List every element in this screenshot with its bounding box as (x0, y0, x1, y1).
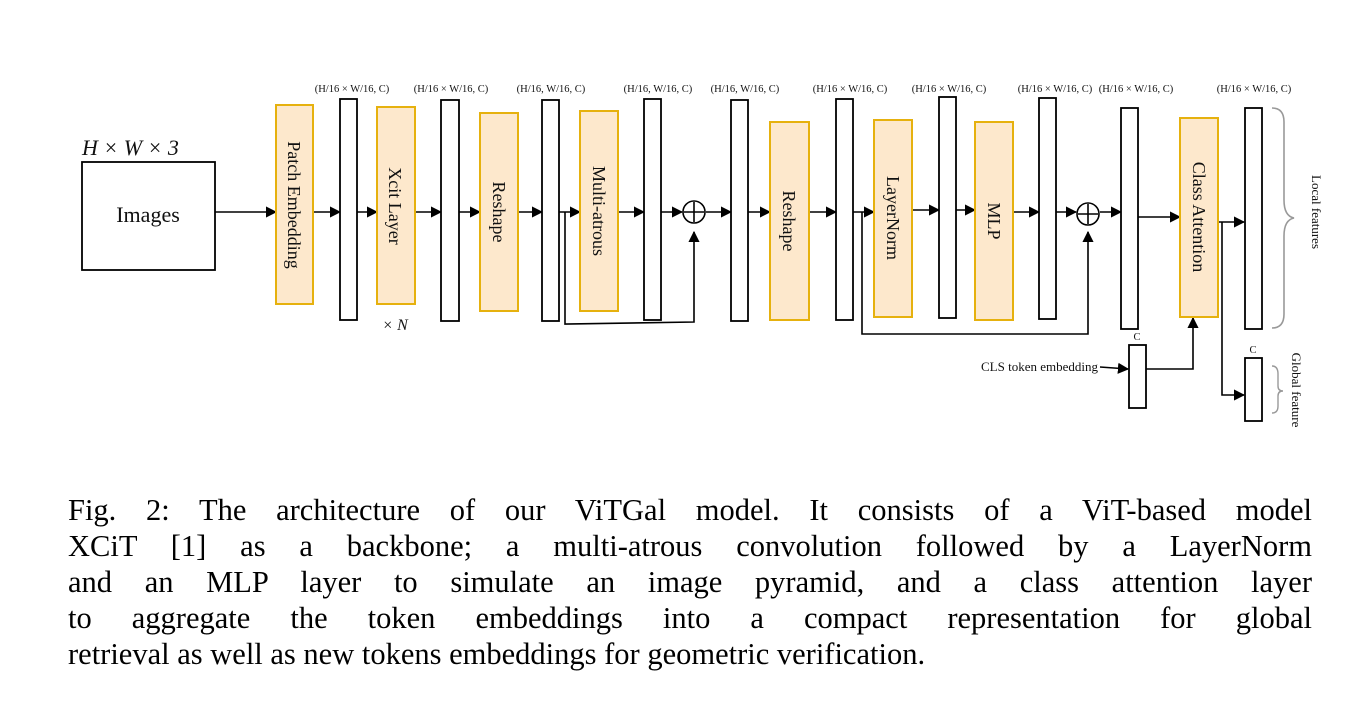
global-feature-vector (1244, 357, 1263, 422)
feature-map-7 (938, 96, 957, 319)
add-node-2 (1076, 202, 1100, 226)
feature-map-5 (730, 99, 749, 322)
dim-label-8: (H/16 × W/16, C) (1018, 84, 1093, 95)
images-box (81, 161, 216, 271)
caption-line: and an MLP layer to simulate an image py… (68, 565, 1312, 599)
local-features-brace (1271, 107, 1295, 329)
cls-token-vector (1128, 344, 1147, 409)
dim-label-10: (H/16 × W/16, C) (1217, 84, 1292, 95)
mlp-label: MLP (984, 202, 1004, 239)
caption-line: retrieval as well as new tokens embeddin… (68, 637, 926, 671)
cls-token-label: CLS token embedding (981, 359, 1098, 374)
xcit-layer-label: Xcit Layer (385, 167, 405, 244)
feature-map-2 (440, 99, 460, 322)
feature-map-8 (1038, 97, 1057, 320)
multi-atrous-block (579, 110, 619, 312)
figure-caption: Fig. 2: The architecture of our ViTGal m… (68, 492, 1312, 672)
dim-label-2: (H/16 × W/16, C) (414, 84, 489, 95)
dim-label-6: (H/16 × W/16, C) (813, 84, 888, 95)
reshape-label-1: Reshape (489, 182, 509, 243)
dim-label-5: (H/16, W/16, C) (711, 84, 780, 95)
caption-line: XCiT [1] as a backbone; a multi-atrous c… (68, 529, 1312, 563)
feature-map-4 (643, 98, 662, 321)
repeat-n-label: × N (382, 317, 409, 334)
images-label: Images (116, 202, 180, 227)
local-features-label: Local features (1309, 175, 1324, 249)
global-feature-brace (1271, 365, 1284, 414)
patch-embedding-label: Patch Embedding (284, 141, 304, 268)
global-feature-label: Global feature (1289, 353, 1304, 428)
dim-label-3: (H/16, W/16, C) (517, 84, 586, 95)
layernorm-block (873, 119, 913, 318)
caption-line: to aggregate the token embeddings into a… (68, 601, 1312, 635)
dim-label-9: (H/16 × W/16, C) (1099, 84, 1174, 95)
caption-line: Fig. 2: The architecture of our ViTGal m… (68, 493, 1312, 527)
layernorm-label: LayerNorm (883, 176, 903, 260)
mlp-block (974, 121, 1014, 321)
dim-label-7: (H/16 × W/16, C) (912, 84, 987, 95)
feature-map-9 (1120, 107, 1139, 330)
add-node-1 (682, 200, 706, 224)
feature-map-3 (541, 99, 560, 322)
class-attention-block (1179, 117, 1219, 318)
feature-map-6 (835, 98, 854, 321)
patch-embedding-block (275, 104, 314, 305)
feature-map-1 (339, 98, 358, 321)
multi-atrous-label: Multi-atrous (589, 166, 609, 256)
reshape-label-2: Reshape (779, 191, 799, 252)
reshape-block-2 (769, 121, 810, 321)
reshape-block-1 (479, 112, 519, 312)
cls-dim-label: C (1133, 332, 1140, 343)
architecture-diagram: H × W × 3 Images CLS token embedding C C (81, 84, 1324, 428)
global-dim-label: C (1249, 345, 1256, 356)
xcit-layer-block (376, 106, 416, 305)
dim-label-1: (H/16 × W/16, C) (315, 84, 390, 95)
dim-label-4: (H/16, W/16, C) (624, 84, 693, 95)
class-attention-label: Class Attention (1189, 162, 1209, 273)
local-features-map (1244, 107, 1263, 330)
input-dims-label: H × W × 3 (81, 135, 179, 160)
